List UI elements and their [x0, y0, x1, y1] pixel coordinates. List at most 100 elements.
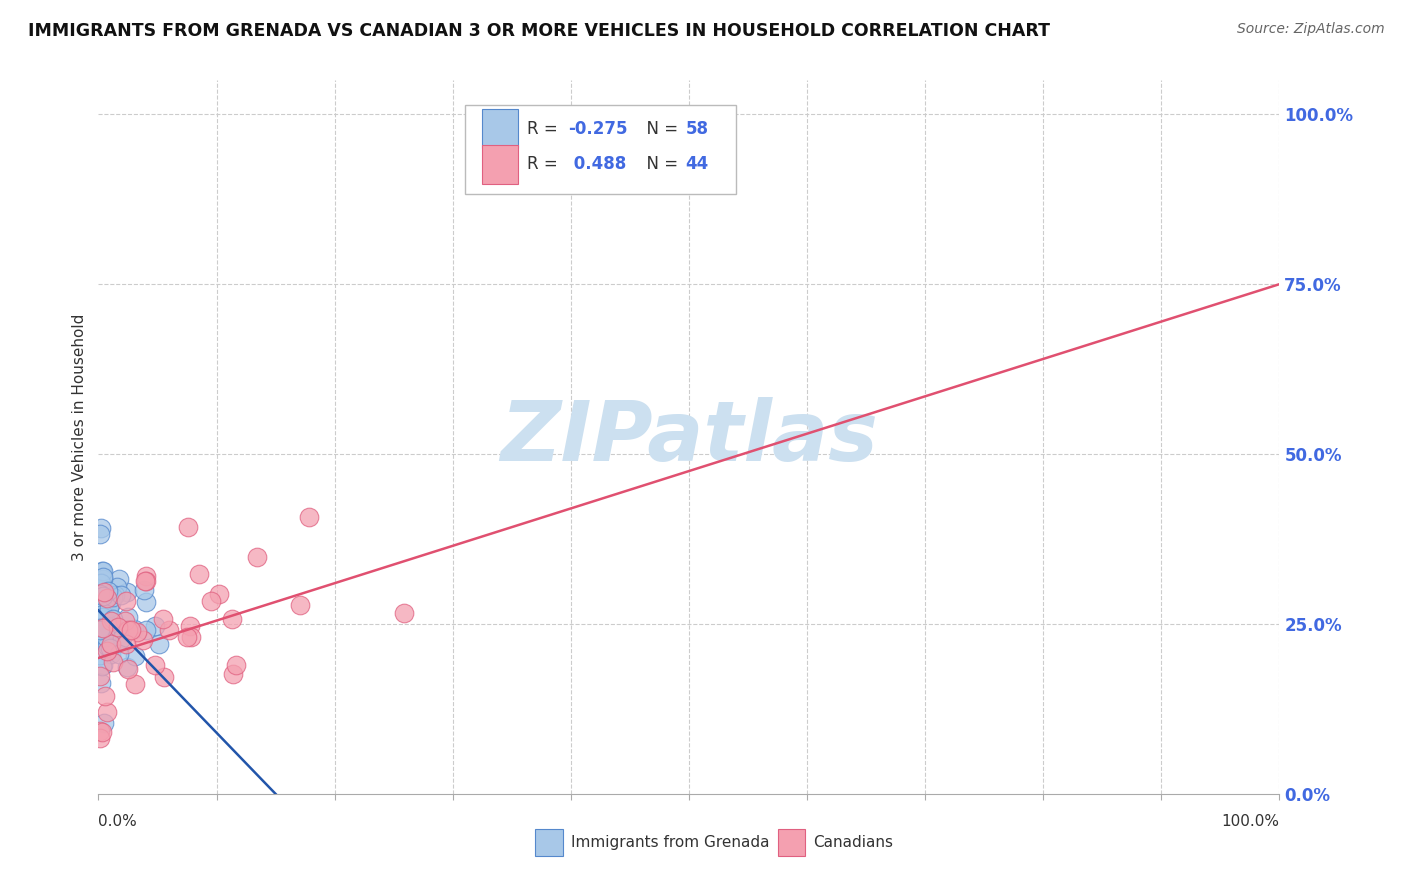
Point — [89, 627, 111, 641]
Point — [208, 587, 231, 601]
Point — [179, 619, 201, 633]
Point — [157, 623, 180, 637]
Point — [90, 521, 112, 535]
Point — [221, 612, 243, 626]
Point — [107, 620, 129, 634]
Text: R =: R = — [527, 120, 564, 137]
Point — [91, 621, 114, 635]
Point — [108, 647, 131, 661]
Point — [394, 606, 416, 620]
Point — [96, 640, 118, 654]
Point — [111, 631, 134, 645]
Point — [288, 599, 311, 613]
Point — [135, 574, 157, 589]
Point — [148, 637, 170, 651]
Point — [114, 614, 136, 628]
Point — [108, 572, 131, 586]
Point — [91, 597, 114, 611]
Point — [93, 572, 115, 586]
Point — [96, 615, 118, 630]
Text: 44: 44 — [685, 155, 709, 173]
Point — [90, 564, 112, 578]
Point — [94, 630, 117, 644]
Point — [89, 526, 111, 541]
Point — [100, 636, 122, 650]
Text: 0.488: 0.488 — [568, 155, 627, 173]
Point — [134, 574, 156, 588]
Point — [91, 610, 114, 624]
Text: -0.275: -0.275 — [568, 120, 628, 137]
Point — [93, 689, 115, 703]
FancyBboxPatch shape — [536, 829, 562, 856]
FancyBboxPatch shape — [464, 105, 737, 194]
Point — [134, 569, 156, 583]
Point — [97, 625, 120, 640]
Point — [90, 676, 112, 690]
Text: 58: 58 — [685, 120, 709, 137]
Point — [246, 549, 269, 564]
Point — [104, 589, 127, 603]
Point — [101, 621, 124, 635]
Point — [143, 619, 166, 633]
Point — [114, 594, 136, 608]
Point — [176, 630, 198, 644]
Point — [89, 648, 111, 662]
Text: IMMIGRANTS FROM GRENADA VS CANADIAN 3 OR MORE VEHICLES IN HOUSEHOLD CORRELATION : IMMIGRANTS FROM GRENADA VS CANADIAN 3 OR… — [28, 22, 1050, 40]
Point — [100, 625, 122, 640]
FancyBboxPatch shape — [778, 829, 804, 856]
Point — [89, 621, 111, 635]
Point — [110, 588, 132, 602]
FancyBboxPatch shape — [482, 145, 517, 184]
Point — [222, 667, 245, 681]
Point — [89, 623, 111, 637]
Point — [108, 633, 131, 648]
Point — [94, 627, 117, 641]
Text: N =: N = — [636, 155, 683, 173]
Point — [134, 582, 156, 597]
Point — [96, 591, 118, 605]
Text: 0.0%: 0.0% — [98, 814, 138, 829]
Point — [114, 636, 136, 650]
Point — [152, 670, 174, 684]
Text: Canadians: Canadians — [813, 835, 893, 850]
Point — [101, 591, 124, 605]
Point — [91, 607, 114, 622]
Point — [96, 705, 118, 719]
Point — [93, 657, 115, 672]
Point — [298, 509, 321, 524]
Point — [90, 659, 112, 673]
Point — [100, 596, 122, 610]
Point — [98, 640, 121, 655]
Point — [91, 724, 114, 739]
Point — [200, 593, 222, 607]
Point — [122, 622, 145, 636]
Point — [97, 606, 120, 620]
Point — [120, 623, 142, 637]
Point — [96, 644, 118, 658]
Point — [101, 627, 124, 641]
Point — [90, 623, 112, 637]
Text: Source: ZipAtlas.com: Source: ZipAtlas.com — [1237, 22, 1385, 37]
Point — [91, 570, 114, 584]
Point — [188, 567, 211, 582]
Text: Immigrants from Grenada: Immigrants from Grenada — [571, 835, 769, 850]
Point — [117, 610, 139, 624]
Point — [131, 632, 153, 647]
Point — [145, 658, 167, 673]
Point — [90, 632, 112, 647]
Text: 100.0%: 100.0% — [1222, 814, 1279, 829]
Point — [89, 668, 111, 682]
Point — [90, 576, 112, 591]
Point — [101, 612, 124, 626]
Point — [89, 587, 111, 601]
Point — [101, 656, 124, 670]
Point — [225, 657, 247, 672]
Point — [117, 660, 139, 674]
Point — [117, 623, 139, 637]
Point — [125, 624, 148, 639]
Point — [89, 633, 111, 648]
Y-axis label: 3 or more Vehicles in Household: 3 or more Vehicles in Household — [72, 313, 87, 561]
Point — [100, 614, 122, 628]
Text: ZIPatlas: ZIPatlas — [501, 397, 877, 477]
Point — [89, 626, 111, 640]
